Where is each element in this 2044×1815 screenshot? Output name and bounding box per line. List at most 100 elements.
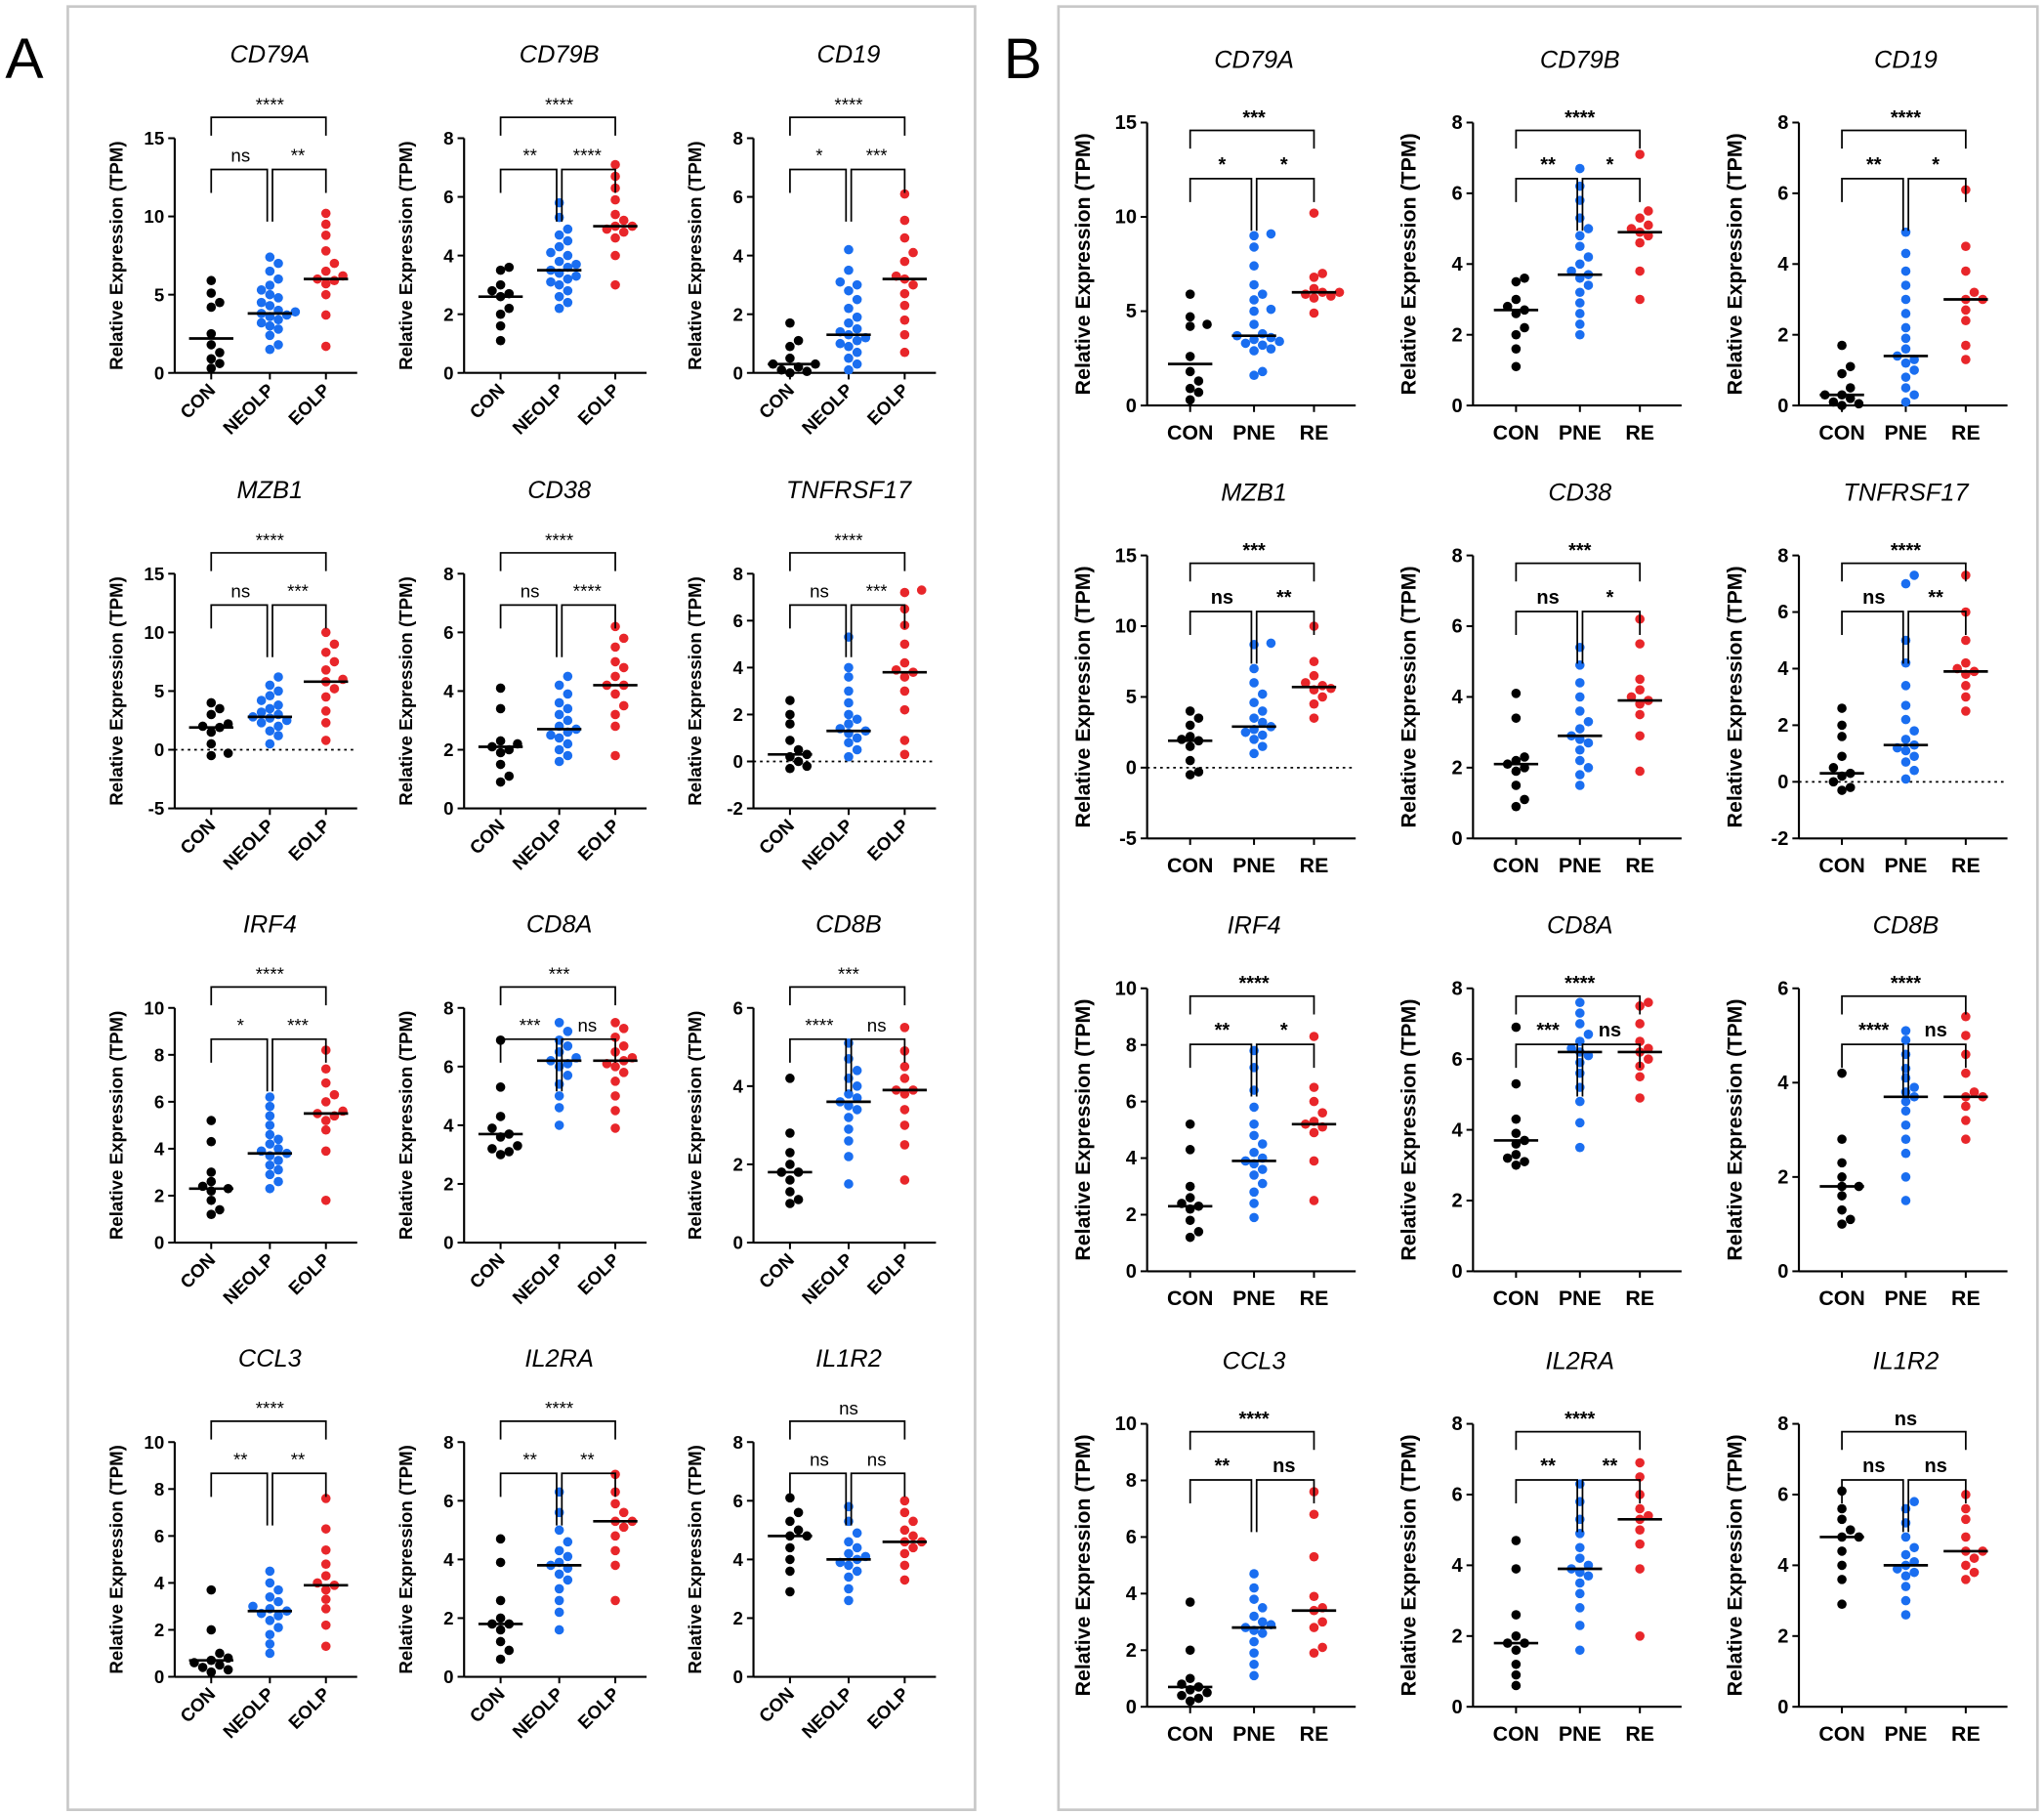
panel-a-frame: [66, 5, 977, 1811]
data-point-pne: [1257, 1139, 1268, 1149]
data-point-eolp: [618, 1507, 629, 1518]
significance-label-right: ns: [577, 1015, 597, 1035]
data-point-eolp: [320, 1594, 331, 1605]
data-point-pne: [1583, 763, 1594, 773]
data-point-con: [1511, 1564, 1522, 1574]
x-tick-label: PNE: [1559, 421, 1602, 444]
y-tick-label: 8: [732, 564, 742, 584]
chart-title: CD8A: [1547, 912, 1613, 940]
data-point-con: [1837, 1560, 1847, 1571]
data-point-eolp: [610, 1531, 620, 1541]
x-tick-label: CON: [466, 815, 509, 858]
data-point-pne: [1900, 757, 1911, 767]
data-point-re: [1326, 291, 1336, 301]
data-point-neolp: [273, 324, 283, 334]
data-point-con: [1193, 387, 1204, 398]
data-point-neolp: [554, 230, 564, 240]
significance-bracket-left: [1841, 177, 1904, 232]
significance-bracket-right: [1255, 1043, 1315, 1097]
data-point-con: [1193, 1227, 1204, 1237]
chart-title: CCL3: [1223, 1348, 1286, 1375]
data-point-con: [1837, 720, 1847, 731]
significance-label-top: ****: [1891, 107, 1921, 129]
data-point-neolp: [554, 1545, 564, 1556]
significance-bracket-top: [1841, 129, 1967, 149]
data-point-neolp: [554, 279, 564, 290]
data-point-con: [1837, 401, 1847, 410]
data-point-re: [1961, 340, 1971, 351]
y-tick-label: 10: [1115, 1414, 1137, 1435]
data-point-re: [1309, 656, 1319, 667]
significance-label-right: *: [1280, 154, 1288, 176]
data-point-eolp: [320, 219, 331, 230]
data-point-con: [206, 727, 217, 738]
data-point-pne: [1574, 259, 1585, 270]
data-point-pne: [1909, 1542, 1919, 1553]
data-point-con: [1185, 1645, 1195, 1656]
panel-label-b: B: [1004, 27, 1042, 91]
x-tick-label: RE: [1300, 1722, 1329, 1746]
data-point-pne: [1574, 1019, 1585, 1029]
data-point-con: [1854, 399, 1864, 409]
y-axis-label: Relative Expression (TPM): [106, 141, 127, 370]
significance-bracket-left: [789, 604, 848, 657]
data-point-con: [495, 1654, 506, 1665]
data-point-neolp: [273, 1176, 283, 1187]
data-point-eolp: [320, 1584, 331, 1595]
y-tick-label: 0: [1452, 396, 1463, 417]
data-point-con: [215, 348, 225, 358]
data-point-re: [1969, 1087, 1980, 1097]
data-point-re: [1309, 1082, 1319, 1092]
significance-bracket-left: [210, 1472, 269, 1526]
significance-label-top: ****: [834, 529, 862, 550]
y-tick-label: 0: [1777, 1697, 1788, 1718]
significance-bracket-left: [789, 168, 848, 222]
significance-bracket-top: [1515, 562, 1642, 582]
x-tick-label: CON: [755, 1249, 798, 1292]
chart-title: IRF4: [1228, 912, 1281, 940]
y-tick-label: 4: [443, 1549, 454, 1570]
y-tick-label: 0: [1126, 1697, 1137, 1718]
significance-label-top: ****: [1564, 107, 1595, 129]
significance-label-right: ***: [287, 1015, 309, 1035]
data-point-pne: [1257, 328, 1268, 339]
data-point-eolp: [899, 288, 910, 299]
data-point-pne: [1900, 1532, 1911, 1542]
data-point-eolp: [320, 647, 331, 657]
data-point-neolp: [563, 703, 573, 714]
y-tick-label: 0: [1126, 1261, 1137, 1283]
data-point-neolp: [554, 1091, 564, 1101]
y-tick-label: 0: [154, 1233, 164, 1253]
significance-label-left: ns: [1862, 587, 1885, 609]
significance-bracket-top: [1189, 1430, 1315, 1451]
data-point-neolp: [563, 671, 573, 682]
data-point-neolp: [844, 1101, 854, 1111]
data-point-con: [785, 1566, 795, 1577]
significance-label-left: **: [1215, 1020, 1231, 1041]
data-point-eolp: [899, 329, 910, 340]
data-point-pne: [1257, 1628, 1268, 1638]
data-point-pne: [1249, 678, 1259, 688]
y-axis-label: Relative Expression (TPM): [1071, 1434, 1095, 1696]
data-point-re: [1309, 273, 1319, 282]
data-point-re: [1309, 1096, 1319, 1107]
chart-a-irf4: IRF4 0 2 4 6 8 10 Relative Expression (TPM) CON N…: [106, 910, 357, 1308]
significance-bracket-right: [561, 1037, 616, 1092]
data-point-con: [1185, 366, 1195, 377]
data-point-re: [1317, 692, 1327, 702]
y-axis-label: Relative Expression (TPM): [1723, 566, 1746, 827]
chart-title: CD79B: [1540, 46, 1620, 73]
x-tick-label: PNE: [1559, 854, 1602, 877]
y-tick-label: 15: [144, 564, 164, 584]
data-point-re: [1635, 149, 1645, 159]
data-point-neolp: [265, 1616, 275, 1625]
data-point-re: [1326, 683, 1336, 694]
data-point-con: [1511, 689, 1522, 698]
y-tick-label: 2: [1777, 1167, 1788, 1189]
data-point-pne: [1900, 309, 1911, 318]
data-point-con: [1837, 1219, 1847, 1229]
data-point-con: [495, 1557, 506, 1568]
data-point-con: [1845, 782, 1856, 792]
data-point-con: [487, 1144, 497, 1154]
chart-a-cd19: CD19 0 2 4 6 8 Relative Expression (TPM) CON NEO…: [685, 41, 937, 439]
